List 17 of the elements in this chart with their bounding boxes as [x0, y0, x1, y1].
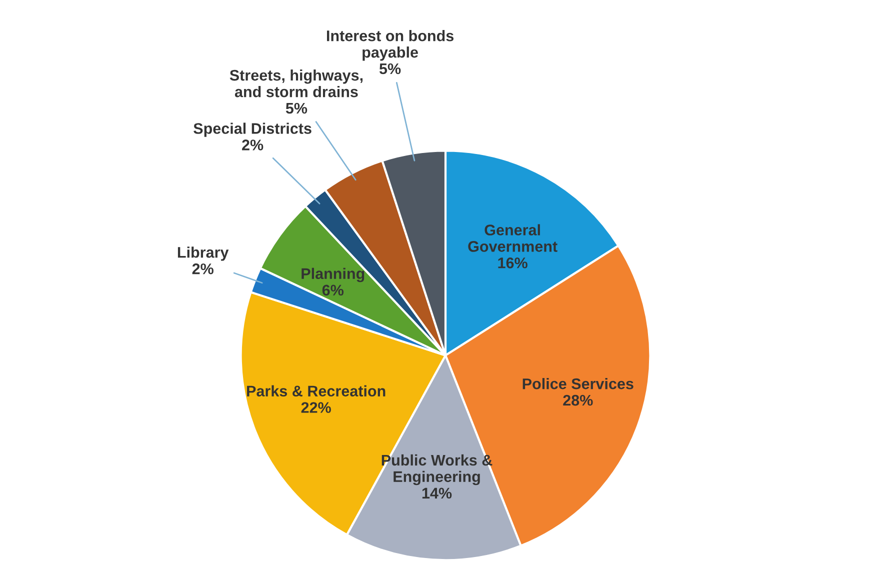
data-label: 5%	[286, 102, 308, 114]
data-label: 22%	[301, 402, 331, 413]
data-label: 14%	[422, 488, 452, 499]
data-label: 6%	[322, 284, 344, 296]
data-label: 2%	[192, 263, 214, 274]
slice-label: Streets, highways, and storm drains	[230, 69, 363, 98]
data-label: 2%	[242, 140, 264, 150]
data-label: 28%	[563, 394, 593, 406]
slice-label: Parks & Recreation	[247, 385, 386, 396]
slice-label: Planning	[302, 268, 364, 282]
slice-label: Police Services	[522, 378, 634, 390]
slice-label: Interest on bonds payable	[326, 30, 454, 61]
slice-label: General Government	[468, 224, 558, 252]
slice-label: Library	[178, 246, 229, 261]
data-label: 5%	[379, 63, 401, 74]
slice-label: Special Districts	[194, 122, 312, 137]
data-label: 16%	[498, 258, 528, 268]
